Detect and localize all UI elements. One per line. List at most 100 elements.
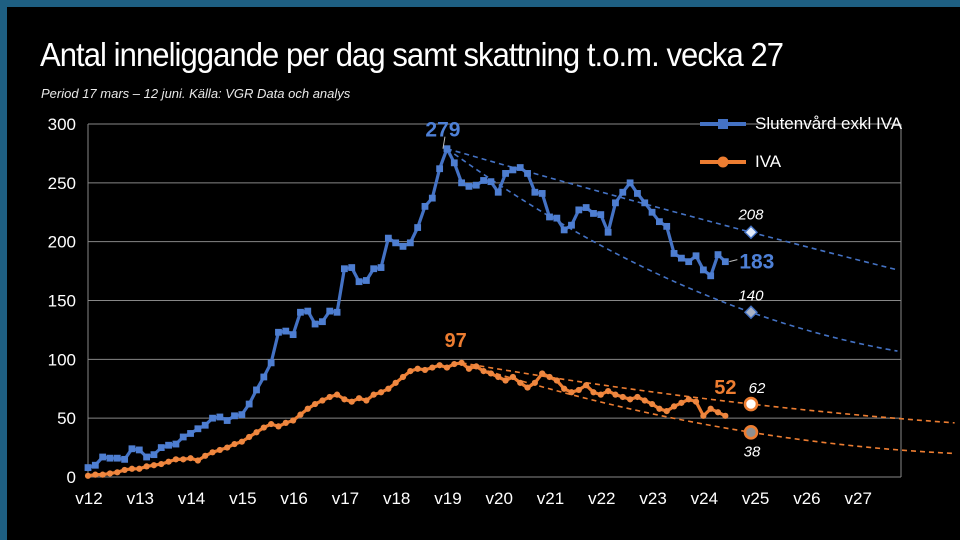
- square-data-marker: [245, 400, 253, 408]
- circle-data-marker: [260, 424, 267, 431]
- circle-data-marker: [575, 386, 582, 394]
- forecast-dashed-line: [446, 148, 898, 352]
- circle-data-marker: [150, 462, 158, 469]
- x-axis-tick-label: v16: [280, 489, 307, 508]
- circle-data-marker: [202, 452, 209, 459]
- circle-data-marker: [165, 458, 172, 465]
- x-axis-tick-label: v24: [691, 489, 718, 508]
- square-data-marker: [450, 159, 458, 167]
- iva-series-line: [87, 361, 726, 478]
- circle-data-marker: [480, 368, 487, 375]
- circle-data-marker: [143, 463, 150, 470]
- circle-data-marker: [458, 359, 465, 366]
- circle-data-marker: [641, 397, 648, 404]
- x-axis-tick-label: v12: [75, 489, 102, 508]
- circle-data-marker: [414, 365, 421, 372]
- square-data-marker: [267, 359, 275, 367]
- circle-data-marker: [128, 465, 136, 472]
- x-axis-tick-label: v23: [639, 489, 666, 508]
- circle-data-marker: [663, 408, 670, 415]
- circle-data-marker: [399, 373, 407, 381]
- legend-item-slutenvard: Slutenvård exkl IVA: [700, 105, 902, 143]
- circle-data-marker: [531, 379, 538, 386]
- square-data-marker: [428, 194, 436, 202]
- circle-data-marker: [216, 446, 223, 454]
- forecast-dashed-line: [446, 147, 898, 271]
- x-axis-tick-label: v19: [434, 489, 461, 508]
- square-data-marker: [509, 166, 517, 174]
- forecast-dashed-line: [461, 362, 955, 455]
- y-axis-tick-label: 150: [48, 292, 76, 311]
- circle-data-marker: [319, 397, 326, 404]
- square-data-marker: [531, 188, 539, 196]
- square-data-marker: [201, 421, 209, 429]
- circle-data-marker: [443, 364, 451, 371]
- y-axis-tick-label: 100: [48, 350, 76, 369]
- square-data-marker: [714, 251, 722, 259]
- square-data-marker: [626, 179, 634, 187]
- x-axis-tick-label: v14: [178, 489, 205, 508]
- forecast-circle-marker: [743, 424, 759, 440]
- circle-data-marker: [487, 370, 495, 377]
- square-marker-icon: [718, 119, 728, 129]
- circle-data-marker: [363, 397, 370, 404]
- data-label-208: 208: [737, 206, 764, 223]
- square-data-marker: [143, 453, 151, 461]
- square-data-marker: [84, 464, 92, 471]
- circle-data-marker: [99, 471, 106, 478]
- square-data-marker: [582, 204, 590, 211]
- circle-data-marker: [370, 391, 377, 398]
- square-data-marker: [590, 210, 597, 217]
- y-axis-tick-label: 50: [57, 409, 76, 428]
- square-data-marker: [421, 202, 429, 210]
- circle-data-marker: [597, 391, 604, 398]
- circle-data-marker: [333, 391, 341, 398]
- legend-item-iva: IVA: [700, 143, 902, 181]
- circle-data-marker: [341, 396, 348, 403]
- circle-data-marker: [311, 400, 319, 408]
- data-label-183: 183: [739, 251, 774, 274]
- circle-data-marker: [209, 449, 216, 456]
- legend-label: IVA: [755, 152, 782, 171]
- square-data-marker: [326, 307, 334, 315]
- square-data-marker: [546, 213, 553, 221]
- y-axis-tick-label: 250: [48, 174, 76, 193]
- square-data-marker: [472, 181, 480, 189]
- square-data-marker: [663, 222, 671, 230]
- square-data-marker: [362, 277, 370, 284]
- square-data-marker: [487, 178, 495, 186]
- square-data-marker: [707, 272, 715, 280]
- square-data-marker: [304, 307, 312, 315]
- square-data-marker: [553, 214, 561, 222]
- circle-data-marker: [290, 417, 297, 424]
- circle-data-marker: [436, 362, 443, 369]
- square-data-marker: [480, 177, 487, 184]
- square-data-marker: [128, 445, 136, 453]
- circle-data-marker: [692, 398, 700, 405]
- square-data-marker: [568, 221, 575, 229]
- square-data-marker: [253, 386, 260, 394]
- page-title: Antal inneliggande per dag samt skattnin…: [40, 36, 784, 73]
- circle-data-marker: [583, 382, 590, 389]
- x-axis-tick-label: v26: [793, 489, 820, 508]
- square-data-marker: [150, 451, 158, 459]
- circle-data-marker: [187, 455, 194, 462]
- y-axis-tick-label: 300: [48, 115, 76, 134]
- square-data-marker: [99, 453, 107, 461]
- square-data-marker: [677, 254, 685, 262]
- circle-data-marker: [473, 363, 480, 370]
- circle-data-marker: [421, 366, 429, 374]
- forecast-diamond-marker: [743, 305, 758, 320]
- square-data-marker: [524, 170, 531, 177]
- square-data-marker: [538, 190, 546, 197]
- forecast-circle-marker: [743, 396, 759, 412]
- legend: Slutenvård exkl IVA IVA: [700, 105, 902, 181]
- orange-line-sample: [700, 156, 746, 168]
- square-data-marker: [238, 411, 246, 419]
- circle-data-marker: [268, 420, 275, 428]
- square-data-marker: [604, 228, 612, 236]
- data-label-279: 279: [425, 119, 460, 142]
- square-data-marker: [135, 446, 143, 454]
